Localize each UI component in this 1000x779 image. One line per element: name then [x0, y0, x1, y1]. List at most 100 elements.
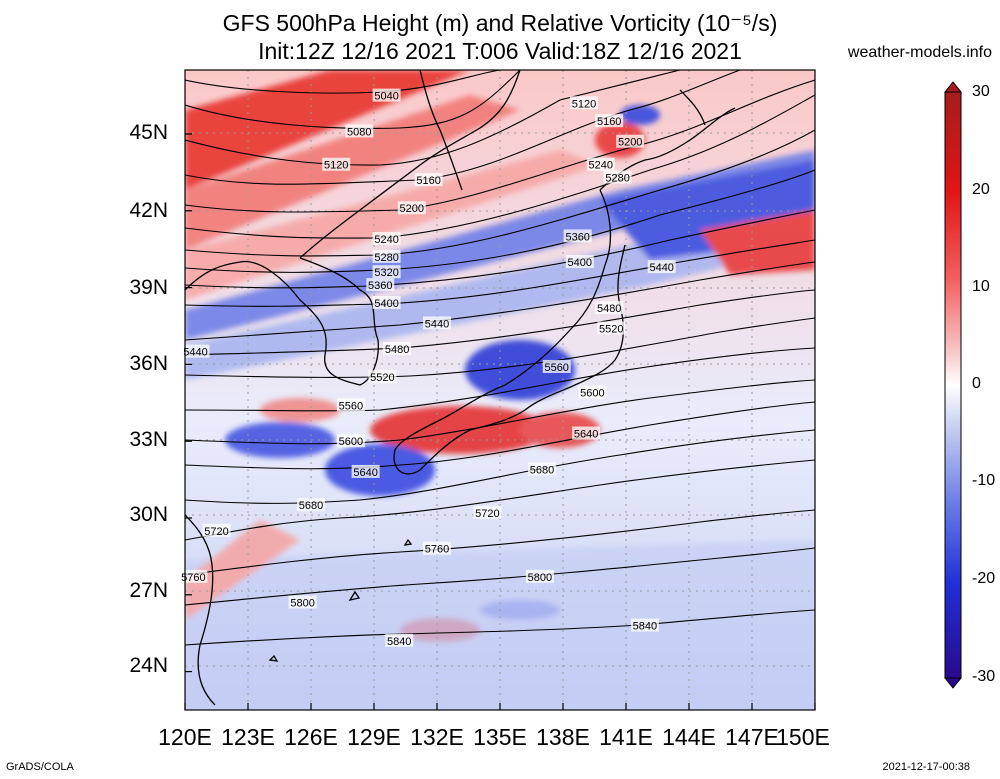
contour-label-bg: [181, 344, 210, 358]
contour-label: 5160: [597, 116, 621, 128]
contour-label-bg: [423, 541, 451, 555]
contour-label: 5560: [544, 362, 568, 374]
contour-label: 5520: [370, 372, 394, 384]
contour-label: 5240: [589, 160, 613, 172]
contour-label-bg: [179, 569, 208, 583]
colorbar-label: 0: [972, 375, 981, 392]
contour-label: 5440: [649, 262, 673, 274]
contour-label: 5360: [565, 231, 589, 243]
contour-label: 5680: [299, 500, 323, 512]
lat-label: 24N: [129, 654, 168, 677]
contour-label: 5800: [290, 597, 314, 609]
colorbar-bottom-arrow: [943, 677, 963, 689]
contour-label-bg: [372, 249, 401, 263]
contour-label: 5040: [374, 91, 398, 103]
contour-label-bg: [597, 321, 626, 335]
contour-label: 5120: [324, 160, 348, 172]
contour-labels: 5040508051205120516051605200520052405240…: [179, 88, 676, 648]
contour-label-bg: [383, 342, 412, 356]
contour-label-bg: [322, 157, 351, 171]
lon-label: 135E: [473, 724, 527, 750]
contour-label-bg: [372, 265, 401, 279]
contour-label: 5280: [374, 252, 398, 264]
lon-label: 126E: [284, 724, 338, 750]
contour-label-bg: [288, 595, 317, 609]
contour-label-bg: [351, 464, 380, 478]
map-title-line2: Init:12Z 12/16 2021 T:006 Valid:18Z 12/1…: [258, 38, 742, 64]
contour-label-bg: [372, 88, 401, 102]
contour-label-bg: [366, 278, 395, 292]
height-contours: [185, 70, 815, 646]
contour-label-bg: [336, 434, 365, 448]
contour-label-bg: [473, 505, 502, 519]
footer-software: GrADS/COLA: [6, 761, 74, 773]
colorbar-label: -10: [972, 472, 996, 489]
contour-label-bg: [528, 462, 556, 476]
colorbar-label: -30: [972, 668, 996, 685]
contour-label-bg: [423, 316, 451, 330]
contour-label: 5840: [633, 621, 657, 633]
contour-label-bg: [372, 231, 401, 245]
lat-label: 36N: [129, 352, 168, 375]
contour-label-bg: [578, 385, 607, 399]
contour-label-bg: [616, 134, 645, 148]
contour-label-bg: [345, 124, 374, 138]
contour-label: 5240: [374, 234, 398, 246]
lat-label: 27N: [129, 579, 168, 602]
contour-label-bg: [570, 96, 598, 110]
lon-label: 141E: [599, 724, 653, 750]
footer-timestamp: 2021-12-17-00:38: [882, 761, 970, 773]
contour-label: 5120: [572, 98, 596, 110]
lon-label: 123E: [221, 724, 275, 750]
contour-label-bg: [595, 114, 624, 128]
colorbar-label: 10: [972, 278, 990, 295]
contour-label-bg: [525, 569, 554, 583]
contour-label-bg: [397, 201, 426, 215]
lon-label: 132E: [410, 724, 464, 750]
vorticity-field: [185, 70, 815, 710]
contour-label-bg: [603, 170, 632, 184]
axis-ticks: [184, 133, 816, 710]
contour-label: 5720: [475, 508, 499, 520]
contour-label: 5480: [385, 344, 409, 356]
contour-label-bg: [202, 523, 231, 537]
contour-label: 5440: [425, 318, 449, 330]
lat-label: 33N: [129, 428, 168, 451]
contour-label: 5800: [528, 572, 552, 584]
contour-label-bg: [372, 295, 401, 309]
lat-label: 45N: [129, 121, 168, 144]
contour-label: 5600: [339, 436, 363, 448]
contour-label: 5160: [416, 175, 440, 187]
lon-label: 138E: [536, 724, 590, 750]
contour-label: 5600: [580, 388, 604, 400]
colorbar-label: 20: [972, 181, 990, 198]
contour-label-bg: [572, 426, 601, 440]
map-title-line1: GFS 500hPa Height (m) and Relative Vorti…: [222, 10, 778, 36]
contour-label: 5080: [347, 126, 371, 138]
contour-label: 5520: [599, 324, 623, 336]
contour-label: 5640: [574, 429, 598, 441]
contour-label: 5640: [353, 467, 377, 479]
contour-label: 5440: [183, 347, 207, 359]
contour-label: 5680: [530, 464, 554, 476]
contour-label-bg: [385, 633, 414, 647]
colorbar-label: 30: [972, 83, 990, 100]
contour-label-bg: [414, 173, 443, 187]
contour-label-bg: [647, 260, 676, 274]
contour-label: 5720: [204, 526, 228, 538]
contour-label-bg: [368, 370, 397, 384]
lon-label: 147E: [725, 724, 779, 750]
lon-label: 144E: [662, 724, 716, 750]
contour-label-bg: [595, 301, 624, 315]
contour-label: 5360: [368, 280, 392, 292]
contour-label-bg: [563, 229, 592, 243]
colorbar-scale: [944, 91, 962, 679]
contour-label: 5320: [374, 267, 398, 279]
contour-label-bg: [336, 398, 365, 412]
contour-label: 5480: [597, 303, 621, 315]
lon-label: 120E: [158, 724, 212, 750]
lat-label: 39N: [129, 276, 168, 299]
colorbar-label: -20: [972, 570, 996, 587]
contour-label: 5760: [425, 544, 449, 556]
colorbar: [943, 81, 963, 689]
